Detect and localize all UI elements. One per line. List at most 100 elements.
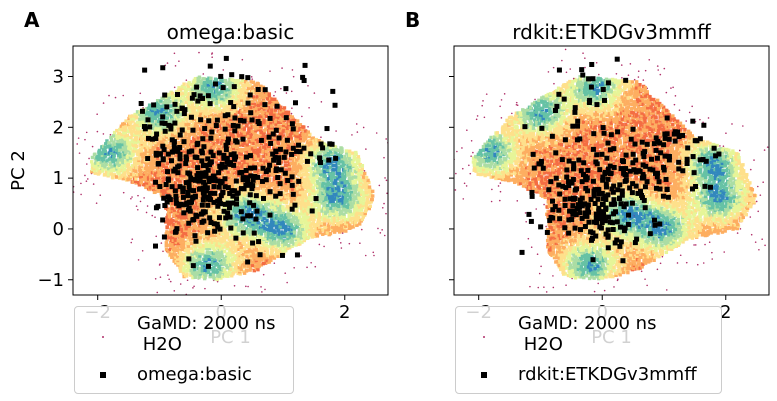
- gamd-bin: [231, 175, 236, 179]
- gamd-bin: [197, 183, 201, 187]
- gamd-bin: [100, 153, 105, 158]
- gamd-bin: [151, 157, 155, 161]
- gamd-bin: [198, 249, 202, 253]
- gamd-bin: [192, 205, 196, 209]
- gamd-bin: [253, 242, 257, 247]
- gamd-bin: [248, 128, 253, 132]
- gamd-bin: [315, 174, 319, 179]
- gamd-bin: [304, 198, 308, 203]
- gamd-bin: [309, 140, 313, 145]
- gamd-bin: [175, 257, 180, 261]
- gamd-bin: [229, 97, 233, 102]
- gamd-bin: [251, 192, 255, 196]
- gamd-bin: [246, 172, 250, 176]
- gamd-bin: [179, 211, 183, 216]
- gamd-point: [167, 274, 169, 276]
- gamd-bin: [212, 189, 216, 193]
- gamd-bin: [210, 266, 214, 271]
- gamd-bin: [223, 213, 227, 217]
- gamd-bin: [112, 140, 116, 144]
- gamd-bin: [293, 161, 298, 165]
- gamd-bin: [312, 229, 317, 233]
- gamd-point: [247, 285, 249, 288]
- gamd-bin: [197, 219, 202, 224]
- gamd-bin: [154, 128, 158, 132]
- gamd-bin: [225, 266, 229, 270]
- gamd-bin: [308, 194, 312, 198]
- gamd-bin: [188, 111, 193, 115]
- gamd-bin: [263, 151, 268, 156]
- gamd-bin: [284, 242, 288, 247]
- gamd-bin: [296, 157, 301, 161]
- gamd-bin: [185, 94, 190, 99]
- gamd-bin: [306, 212, 310, 216]
- gamd-bin: [264, 106, 269, 110]
- gamd-bin: [204, 240, 208, 245]
- gamd-bin: [213, 237, 217, 241]
- gamd-bin: [232, 78, 236, 83]
- gamd-bin: [235, 130, 240, 135]
- gamd-bin: [111, 143, 115, 147]
- gamd-bin: [236, 239, 241, 243]
- gamd-bin: [223, 136, 227, 140]
- gamd-bin: [226, 257, 230, 261]
- gamd-bin: [304, 156, 308, 161]
- gamd-bin: [173, 159, 177, 163]
- gamd-bin: [115, 128, 119, 133]
- gamd-bin: [279, 107, 284, 112]
- gamd-bin: [180, 176, 184, 181]
- gamd-bin: [245, 143, 249, 147]
- gamd-bin: [313, 223, 317, 227]
- gamd-bin: [207, 124, 212, 128]
- gamd-bin: [195, 271, 199, 275]
- gamd-bin: [143, 131, 147, 135]
- gamd-bin: [129, 135, 133, 140]
- gamd-bin: [131, 129, 136, 133]
- gamd-bin: [228, 103, 232, 108]
- gamd-bin: [282, 128, 286, 132]
- gamd-bin: [201, 168, 206, 172]
- gamd-bin: [184, 166, 189, 170]
- gamd-point: [80, 182, 82, 185]
- gamd-bin: [250, 235, 255, 240]
- gamd-bin: [269, 223, 273, 227]
- gamd-bin: [251, 220, 255, 225]
- gamd-bin: [212, 215, 216, 220]
- gamd-point: [306, 266, 308, 269]
- gamd-bin: [217, 274, 222, 279]
- gamd-point: [264, 288, 266, 291]
- gamd-bin: [125, 133, 130, 138]
- gamd-bin: [265, 252, 269, 256]
- gamd-bin: [257, 244, 261, 248]
- gamd-bin: [193, 275, 197, 279]
- gamd-bin: [208, 250, 212, 255]
- gamd-bin: [181, 135, 186, 139]
- gamd-bin: [237, 195, 242, 200]
- gamd-point: [281, 67, 283, 69]
- gamd-bin: [273, 238, 277, 242]
- gamd-point: [78, 152, 81, 154]
- gamd-bin: [248, 160, 253, 164]
- gamd-bin: [206, 149, 211, 154]
- gamd-bin: [258, 248, 262, 252]
- gamd-bin: [190, 139, 194, 144]
- gamd-bin: [179, 253, 184, 258]
- gamd-bin: [214, 137, 218, 142]
- gamd-bin: [211, 268, 216, 273]
- gamd-bin: [202, 216, 206, 221]
- gamd-bin: [147, 103, 152, 107]
- gamd-bin: [289, 156, 294, 160]
- gamd-bin: [238, 141, 243, 145]
- gamd-bin: [210, 211, 215, 215]
- gamd-bin: [226, 274, 230, 278]
- gamd-bin: [299, 161, 304, 165]
- gamd-bin: [169, 209, 173, 214]
- gamd-bin: [117, 150, 121, 155]
- gamd-bin: [135, 120, 140, 124]
- gamd-bin: [238, 81, 243, 85]
- gamd-bin: [190, 172, 195, 177]
- gamd-bin: [231, 215, 235, 219]
- gamd-point: [156, 291, 159, 294]
- gamd-bin: [123, 134, 127, 138]
- gamd-point: [102, 133, 105, 135]
